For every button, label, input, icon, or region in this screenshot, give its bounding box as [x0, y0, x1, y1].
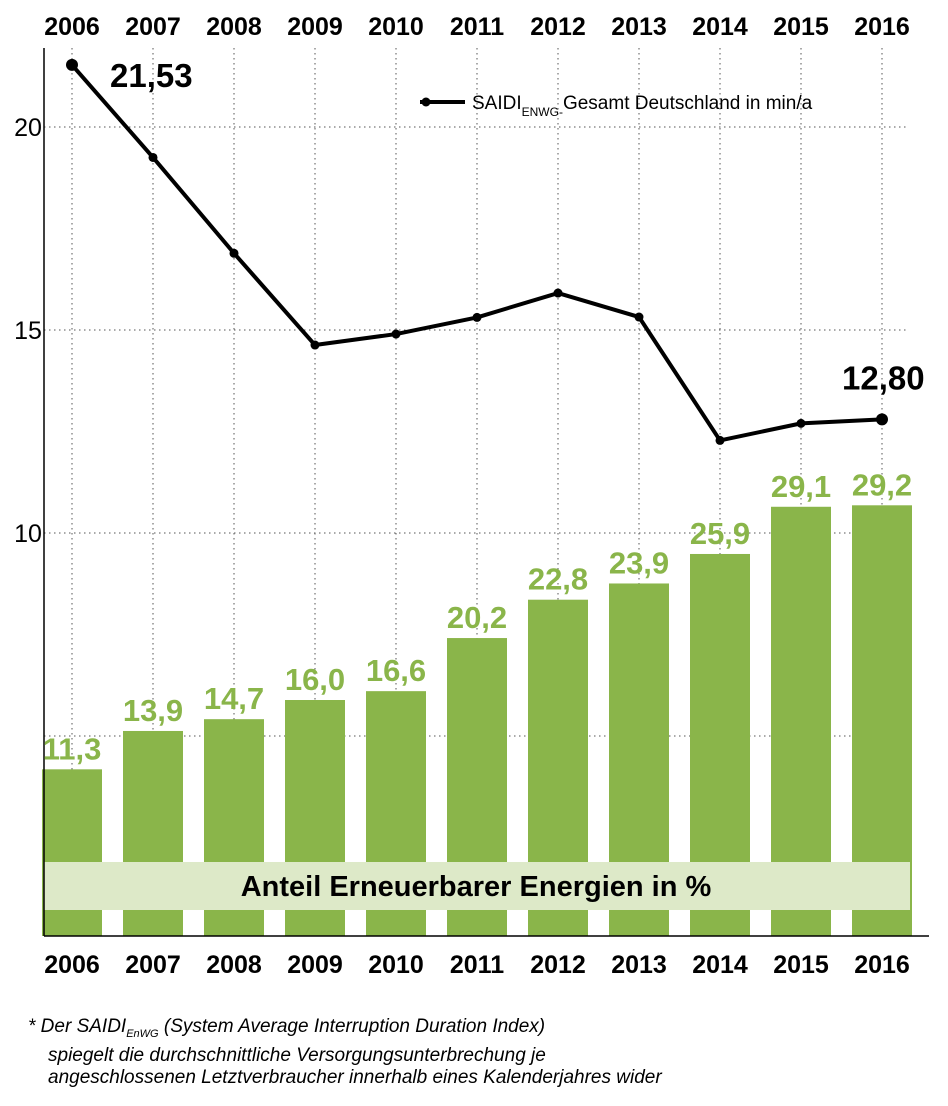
- saidi-point-2009: [311, 341, 320, 350]
- bar-label-2007: 13,9: [123, 693, 183, 728]
- x-tick-label-bottom: 2014: [692, 951, 748, 979]
- saidi-point-2016: [876, 413, 888, 425]
- bar-2006: [42, 769, 102, 936]
- saidi-point-2010: [392, 330, 401, 339]
- x-tick-label-bottom: 2015: [773, 951, 829, 979]
- saidi-point-2014: [716, 436, 725, 445]
- x-tick-label-top: 2012: [530, 13, 586, 41]
- x-tick-label-top: 2015: [773, 13, 829, 41]
- x-tick-label-bottom: 2010: [368, 951, 424, 979]
- saidi-point-2007: [149, 153, 158, 162]
- x-tick-label-bottom: 2012: [530, 951, 586, 979]
- x-tick-label-bottom: 2011: [450, 951, 504, 979]
- x-tick-label-bottom: 2009: [287, 951, 343, 979]
- label-band: Anteil Erneuerbarer Energien in %: [44, 862, 910, 910]
- x-tick-label-top: 2011: [450, 13, 504, 41]
- bar-label-2008: 14,7: [204, 681, 264, 716]
- x-tick-label-top: 2016: [854, 13, 910, 41]
- x-tick-label-bottom: 2006: [44, 951, 100, 979]
- bar-label-2014: 25,9: [690, 516, 750, 551]
- bar-label-2009: 16,0: [285, 662, 345, 697]
- chart: Anteil Erneuerbarer Energien in % 201510…: [0, 0, 948, 1010]
- legend-label: SAIDIENWG-Gesamt Deutschland in min/a: [472, 93, 813, 119]
- footnote-line-1: * Der SAIDIEnWG (System Average Interrup…: [28, 1016, 928, 1045]
- bar-label-2010: 16,6: [366, 653, 426, 688]
- x-tick-label-bottom: 2007: [125, 951, 181, 979]
- bar-label-2011: 20,2: [447, 600, 507, 635]
- y-tick-label: 15: [14, 317, 42, 345]
- saidi-line: [66, 59, 888, 445]
- saidi-annotation-2016: 12,80: [842, 359, 925, 396]
- saidi-point-2013: [635, 313, 644, 322]
- saidi-point-2008: [230, 249, 239, 258]
- x-tick-label-bottom: 2013: [611, 951, 667, 979]
- y-tick-label: 20: [14, 114, 42, 142]
- saidi-point-2012: [554, 289, 563, 298]
- saidi-point-2011: [473, 313, 482, 322]
- footnote-line-3: angeschlossenen Letztverbraucher innerha…: [28, 1067, 928, 1089]
- bar-label-2013: 23,9: [609, 545, 669, 580]
- legend: SAIDIENWG-Gesamt Deutschland in min/a: [420, 93, 813, 119]
- band-label: Anteil Erneuerbarer Energien in %: [241, 871, 712, 903]
- saidi-point-2006: [66, 59, 78, 71]
- legend-dot-swatch: [422, 98, 431, 107]
- x-tick-label-top: 2009: [287, 13, 343, 41]
- bar-label-2012: 22,8: [528, 562, 588, 597]
- x-tick-label-bottom: 2008: [206, 951, 262, 979]
- x-tick-label-top: 2013: [611, 13, 667, 41]
- x-tick-label-top: 2014: [692, 13, 748, 41]
- y-tick-label: 10: [14, 520, 42, 548]
- bar-label-2015: 29,1: [771, 469, 831, 504]
- footnote: * Der SAIDIEnWG (System Average Interrup…: [28, 1016, 928, 1089]
- x-tick-label-top: 2006: [44, 13, 100, 41]
- x-tick-label-top: 2010: [368, 13, 424, 41]
- bar-label-2006: 11,3: [43, 731, 102, 766]
- saidi-annotation-2006: 21,53: [110, 57, 193, 94]
- footnote-line-2: spiegelt die durchschnittliche Versorgun…: [28, 1045, 928, 1067]
- bar-label-2016: 29,2: [852, 467, 912, 502]
- saidi-point-2015: [797, 419, 806, 428]
- x-tick-label-top: 2007: [125, 13, 181, 41]
- x-tick-label-bottom: 2016: [854, 951, 910, 979]
- x-tick-label-top: 2008: [206, 13, 262, 41]
